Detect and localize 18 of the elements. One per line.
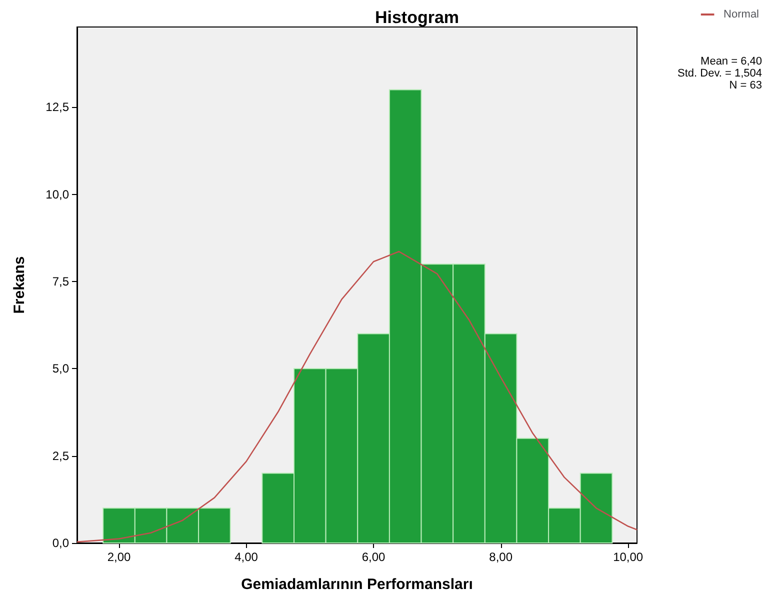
y-tick-label: 7,5 — [52, 274, 70, 289]
y-tick-label: 5,0 — [52, 362, 70, 376]
y-tick-label: 10,0 — [46, 187, 70, 202]
x-tick-label: 8,00 — [489, 550, 513, 564]
x-tick-label: 10,00 — [613, 550, 644, 564]
y-tick-label: 0,0 — [52, 536, 70, 550]
x-tick-label: 4,00 — [234, 550, 258, 564]
x-tick-label: 6,00 — [362, 550, 386, 564]
text: Mean = 6,40 — [700, 56, 762, 68]
chart-title: Histogram — [374, 8, 460, 27]
y-tick-label: 2,5 — [52, 448, 70, 463]
x-axis-title: Gemiadamlarının Performansları — [241, 576, 473, 593]
text: Std. Dev. = 1,504 — [678, 68, 762, 80]
y-axis-title: Frekans — [11, 256, 28, 314]
x-tick-label: 2,00 — [107, 550, 131, 564]
y-tick-label: 12,5 — [46, 100, 70, 114]
legend-label: Normal — [724, 8, 760, 20]
text: N = 63 — [729, 80, 762, 92]
